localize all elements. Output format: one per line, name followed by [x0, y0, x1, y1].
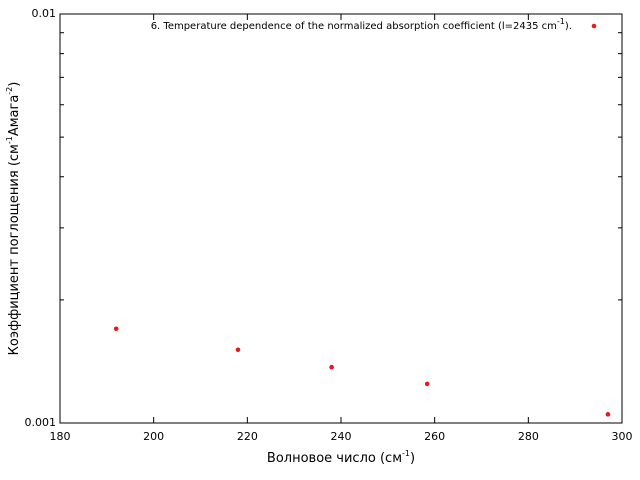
x-tick-label: 300 [612, 430, 633, 443]
y-axis-label-part: ) [7, 82, 22, 87]
x-tick-label: 240 [331, 430, 352, 443]
y-axis-label-part: -1 [5, 136, 14, 144]
legend-label-part: -1 [557, 17, 565, 26]
data-point [329, 364, 334, 370]
x-axis-label: Волновое число (см-1) [267, 449, 415, 466]
y-axis-label-part: Амага [7, 95, 22, 136]
x-tick-label: 180 [50, 430, 71, 443]
y-tick-label: 0.01 [32, 7, 57, 20]
x-axis-label-part: ) [410, 451, 415, 466]
legend-label-part: ). [565, 21, 572, 32]
y-axis-label-part: Коэффициент поглощения (см [7, 144, 22, 355]
legend-label-part: 6. Temperature dependence of the normali… [151, 21, 557, 32]
x-tick-label: 260 [424, 430, 445, 443]
data-point [235, 347, 241, 353]
plot-frame [59, 13, 623, 424]
y-axis-label-part: -2 [5, 87, 14, 95]
x-axis-label-part: Волновое число (см [267, 451, 402, 466]
x-tick-label: 220 [237, 430, 258, 443]
y-tick-label: 0.001 [25, 416, 57, 429]
legend-label: 6. Temperature dependence of the normali… [151, 17, 572, 32]
x-tick-label: 280 [518, 430, 539, 443]
x-axis-label-part: -1 [402, 449, 410, 458]
data-point [605, 412, 611, 417]
data-point [424, 381, 430, 387]
data-point [113, 326, 119, 332]
x-tick-label: 200 [143, 430, 164, 443]
y-axis-label: Коэффициент поглощения (см-1Амага-2) [5, 82, 22, 356]
legend-marker [591, 23, 597, 29]
